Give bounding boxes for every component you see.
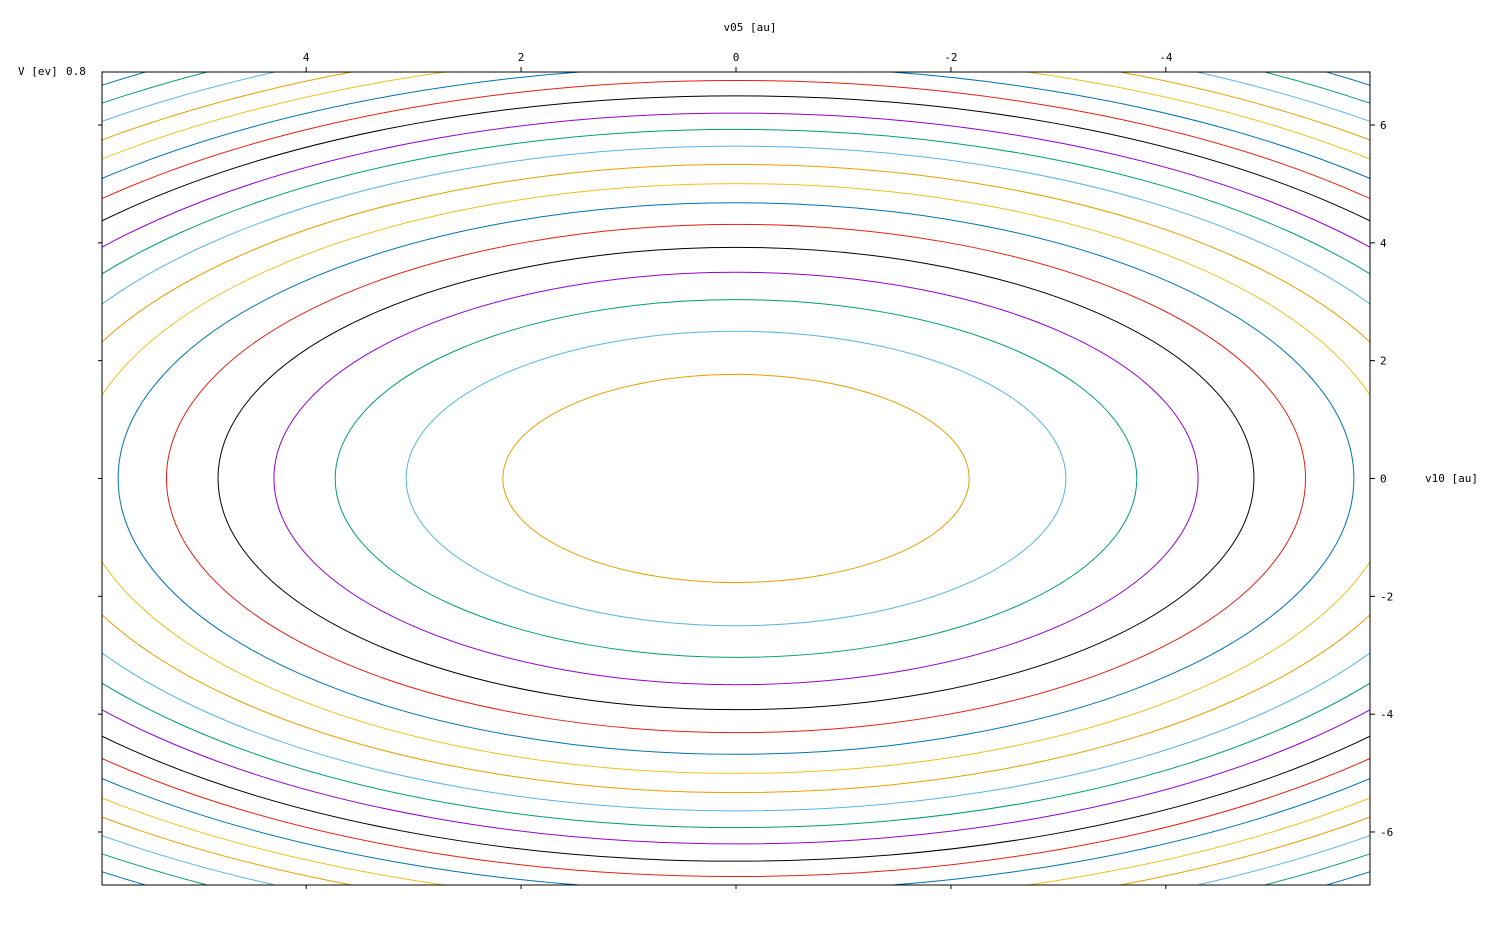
right-axis-tick-label: 2 [1380, 355, 1387, 368]
top-axis-tick-label: -2 [944, 51, 957, 64]
axis-ticks: 4 2 0 -2 -4 6 4 2 0 -2 -4 -6 [98, 51, 1394, 889]
contour-level-7 [117, 202, 1355, 755]
right-axis-tick-label: 0 [1380, 473, 1387, 486]
contour-level-5 [217, 246, 1255, 711]
contour-level-8 [102, 183, 1370, 774]
contour-level-6 [165, 223, 1307, 734]
plot-frame [101, 71, 1371, 886]
contour-level-13 [102, 95, 1370, 862]
contour-level-18 [102, 72, 1370, 885]
top-axis-label: v05 [au] [724, 21, 777, 34]
top-axis-tick-label: 4 [303, 51, 310, 64]
right-axis-label: v10 [au] [1425, 472, 1478, 485]
contour-level-2 [405, 330, 1067, 627]
contour-level-4 [273, 271, 1199, 686]
top-axis-tick-label: -4 [1159, 51, 1173, 64]
top-axis-tick-label: 2 [518, 51, 525, 64]
colorbar-label: V [ev] [18, 65, 58, 78]
top-axis-tick-label: 0 [733, 51, 740, 64]
contour-level-15 [102, 72, 1370, 885]
contour-level-1 [502, 373, 970, 584]
right-axis-tick-label: 4 [1380, 237, 1387, 250]
contour-level-19 [102, 72, 1370, 885]
contour-level-3 [334, 299, 1138, 658]
contour-level-12 [102, 112, 1370, 845]
colorbar-overlapped-text: 0.8 [66, 65, 86, 78]
right-axis-tick-label: -2 [1380, 590, 1393, 603]
contour-level-16 [102, 72, 1370, 885]
right-axis-tick-label: 6 [1380, 119, 1387, 132]
contour-level-9 [102, 163, 1370, 794]
contour-level-17 [102, 72, 1370, 885]
contour-level-11 [102, 128, 1370, 829]
contour-level-14 [102, 80, 1370, 877]
right-axis-tick-label: -6 [1380, 826, 1393, 839]
right-axis-tick-label: -4 [1380, 708, 1394, 721]
contour-level-10 [102, 145, 1370, 812]
